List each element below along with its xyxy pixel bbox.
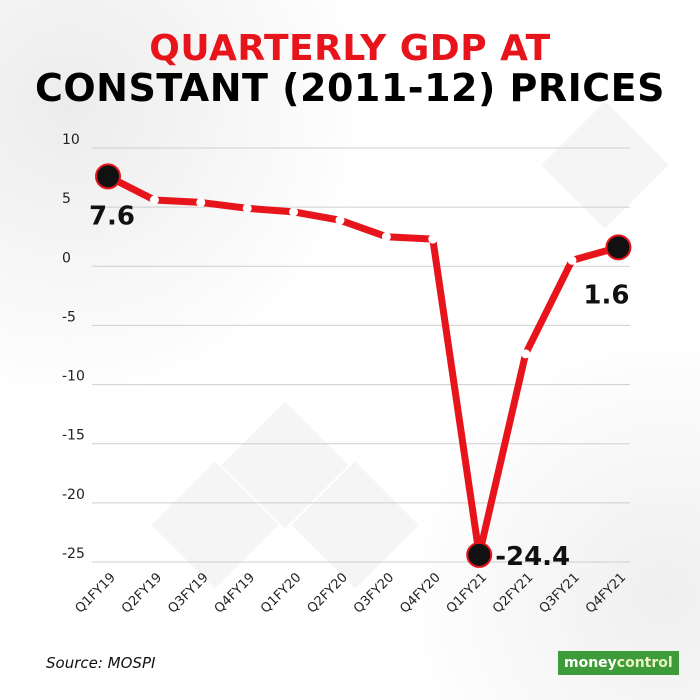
data-label: 7.6 — [89, 201, 135, 231]
y-tick-label: -10 — [62, 369, 85, 385]
y-tick-label: 10 — [62, 132, 80, 148]
source-note: Source: MOSPI — [46, 654, 156, 672]
data-point — [335, 215, 345, 225]
x-tick-label: Q2FY21 — [490, 570, 536, 616]
y-tick-label: 5 — [62, 191, 71, 207]
y-tick-label: -15 — [62, 428, 85, 444]
data-point — [95, 163, 121, 190]
data-point — [242, 203, 252, 213]
x-tick-label: Q3FY21 — [537, 570, 583, 616]
data-point — [289, 207, 299, 217]
data-point — [567, 255, 577, 265]
y-tick-label: 0 — [62, 250, 71, 266]
y-tick-label: -5 — [62, 309, 76, 325]
data-point — [466, 541, 493, 568]
x-tick-label: Q1FY19 — [73, 570, 119, 616]
data-label: 1.6 — [583, 280, 629, 310]
data-point — [381, 232, 391, 242]
brand-logo-text-money: money — [564, 655, 617, 671]
data-point — [149, 195, 159, 205]
y-tick-label: -20 — [62, 487, 85, 503]
brand-logo: moneycontrol — [558, 651, 679, 675]
x-tick-label: Q2FY19 — [119, 570, 165, 616]
chart-title-line2: CONSTANT (2011-12) PRICES — [34, 66, 666, 110]
data-point — [428, 234, 438, 244]
x-tick-label: Q4FY19 — [212, 570, 258, 616]
data-point — [605, 234, 632, 261]
x-tick-label: Q4FY21 — [583, 570, 629, 616]
x-tick-label: Q2FY20 — [305, 570, 351, 616]
y-tick-label: -25 — [62, 546, 85, 562]
x-tick-label: Q1FY21 — [444, 570, 490, 616]
data-label: -24.4 — [495, 542, 570, 572]
x-tick-label: Q4FY20 — [397, 570, 443, 616]
chart-title-line1: QUARTERLY GDP AT — [149, 28, 551, 69]
x-tick-label: Q1FY20 — [258, 570, 304, 616]
brand-logo-text-control: control — [616, 655, 673, 671]
data-point — [196, 197, 206, 207]
gdp-series-line — [104, 172, 622, 559]
data-point — [521, 349, 531, 359]
x-tick-label: Q3FY20 — [351, 570, 397, 616]
x-tick-label: Q3FY19 — [165, 570, 211, 616]
